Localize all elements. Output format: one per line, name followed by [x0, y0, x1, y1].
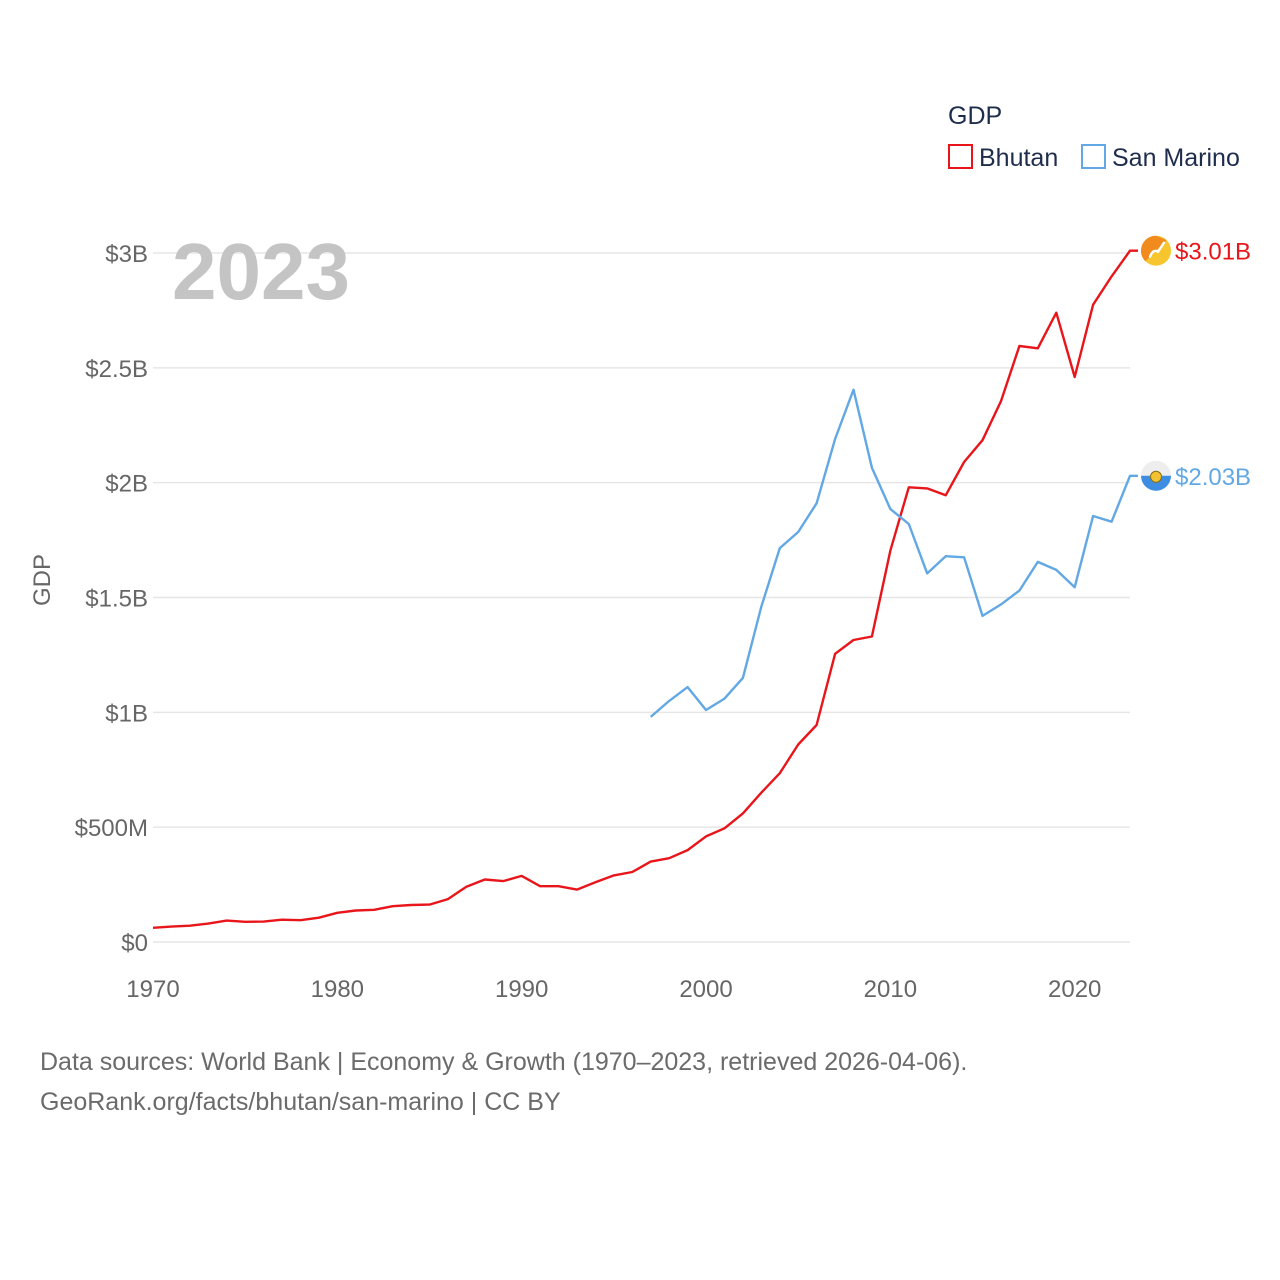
y-tick-label: $0 [121, 930, 148, 957]
y-tick-label: $3B [105, 241, 148, 268]
san-marino-flag-icon [1141, 460, 1171, 491]
bhutan-flag-icon [1141, 235, 1171, 266]
legend-swatch-bhutan [948, 144, 973, 169]
footer: Data sources: World Bank | Economy & Gro… [40, 1042, 967, 1122]
legend-swatch-san-marino [1081, 144, 1106, 169]
x-tick-label: 2020 [1048, 976, 1101, 1003]
y-axis-ticks: $0 $500M $1B $1.5B $2B $2.5B $3B [75, 241, 148, 957]
gridlines [153, 252, 1130, 943]
series-line-san-marino [649, 388, 1138, 718]
series-line-bhutan [152, 249, 1138, 929]
y-tick-label: $500M [75, 815, 148, 842]
x-tick-label: 1980 [311, 976, 364, 1003]
x-tick-label: 1970 [126, 976, 179, 1003]
x-tick-label: 2010 [864, 976, 917, 1003]
current-year-label: 2023 [172, 227, 350, 316]
y-tick-label: $2.5B [85, 356, 148, 383]
legend: GDP Bhutan San Marino [948, 102, 1240, 172]
x-tick-label: 2000 [679, 976, 732, 1003]
series-lines: $3.01B $2.03B [152, 235, 1251, 929]
x-tick-label: 1990 [495, 976, 548, 1003]
end-value-label-san-marino: $2.03B [1175, 464, 1251, 491]
legend-title: GDP [948, 102, 1002, 130]
legend-label-san-marino: San Marino [1112, 144, 1240, 172]
footer-sources: Data sources: World Bank | Economy & Gro… [40, 1048, 968, 1076]
footer-attribution: GeoRank.org/facts/bhutan/san-marino | CC… [40, 1088, 561, 1116]
end-value-label-bhutan: $3.01B [1175, 239, 1251, 266]
legend-label-bhutan: Bhutan [979, 144, 1058, 172]
gdp-line-chart: $0 $500M $1B $1.5B $2B $2.5B $3B 1970 1980 1990 2… [29, 102, 1251, 1003]
y-tick-label: $2B [105, 471, 148, 498]
y-tick-label: $1B [105, 700, 148, 727]
x-axis-ticks: 1970 1980 1990 2000 2010 2020 [126, 976, 1101, 1003]
y-tick-label: $1.5B [85, 586, 148, 613]
y-axis-label: GDP [29, 554, 56, 606]
